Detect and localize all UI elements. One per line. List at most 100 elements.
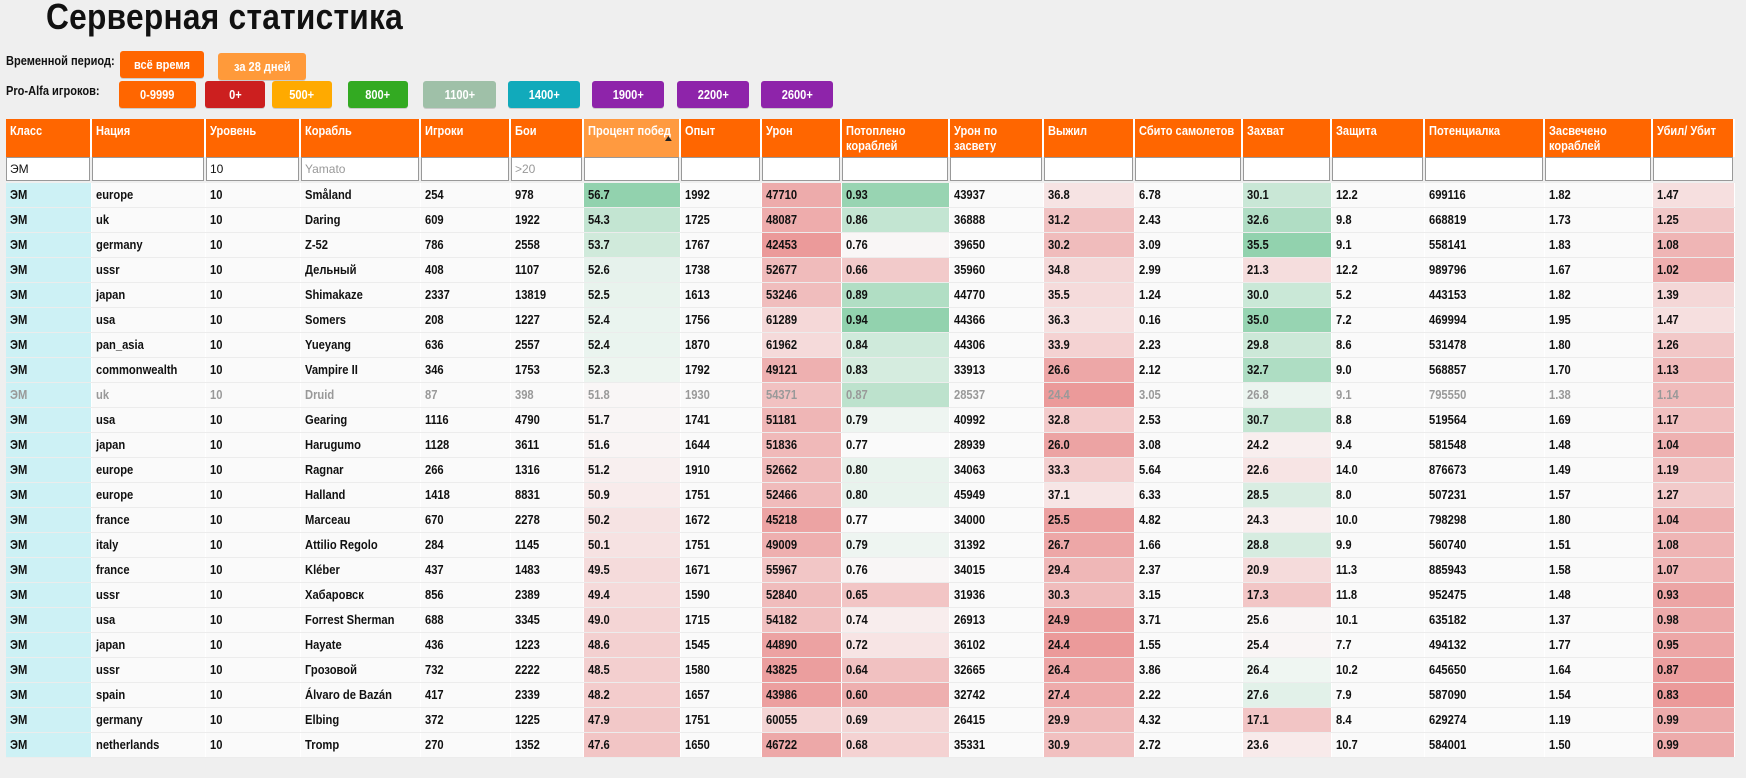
players-button[interactable]: 0+ [205,81,265,108]
column-filter-input[interactable] [1653,157,1733,181]
period-button-label: всё время [133,57,191,72]
table-row[interactable]: ЭМ europe 10 Småland 254 978 56.7 1992 47710 0.93… [6,182,1735,208]
column-header-label: Потоплено кораблей [846,123,906,153]
column-filter-input[interactable] [1545,157,1651,181]
table-cell: 0.64 [841,657,950,683]
column-header[interactable]: Корабль [300,119,421,157]
table-row[interactable]: ЭМ netherlands 10 Tromp 270 1352 47.6 1650 46722… [6,732,1735,758]
cell-value: 1910 [684,462,710,477]
column-header[interactable]: Уровень [205,119,301,157]
column-header[interactable]: Игроки [420,119,511,157]
column-header-label: Убил/ Убит [1657,123,1717,138]
table-row[interactable]: ЭМ germany 10 Z-52 786 2558 53.7 1767 42453 0.76 3… [6,232,1735,258]
cell-value: 0.77 [845,512,868,527]
table-row[interactable]: ЭМ japan 10 Harugumo 1128 3611 51.6 1644 51836 0.… [6,432,1735,458]
cell-value: 33.9 [1047,337,1070,352]
column-filter-input[interactable] [1425,157,1543,181]
table-cell: 408 [420,257,511,283]
column-header[interactable]: Потоплено кораблей [841,119,950,157]
table-row[interactable]: ЭМ italy 10 Attilio Regolo 284 1145 50.1 1751 49… [6,532,1735,558]
column-header[interactable]: Бои [510,119,584,157]
column-header[interactable]: Урон [761,119,842,157]
column-header[interactable]: Опыт [680,119,762,157]
table-row[interactable]: ЭМ europe 10 Ragnar 266 1316 51.2 1910 52662 0.80… [6,457,1735,483]
table-row[interactable]: ЭМ uk 10 Druid 87 398 51.8 1930 54371 0.87 28537 24… [6,382,1735,408]
players-button[interactable]: 1900+ [592,81,664,108]
column-header[interactable]: Убил/ Убит [1652,119,1735,157]
table-row[interactable]: ЭМ germany 10 Elbing 372 1225 47.9 1751 60055 0.6… [6,707,1735,733]
table-cell: 1.58 [1544,557,1653,583]
players-button[interactable]: 0-9999 [119,81,196,108]
table-row[interactable]: ЭМ ussr 10 Дельный 408 1107 52.6 1738 52677 0.66 3… [6,257,1735,283]
cell-value: 1792 [684,362,710,377]
table-cell: 876673 [1424,457,1545,483]
column-header[interactable]: Урон по засвету [949,119,1044,157]
players-button[interactable]: 500+ [272,81,332,108]
column-filter-input[interactable] [206,157,299,181]
table-cell: 45949 [949,482,1044,508]
table-cell: 33.9 [1043,332,1135,358]
players-button[interactable]: 800+ [348,81,408,108]
column-header[interactable]: Выжил [1043,119,1135,157]
table-row[interactable]: ЭМ ussr 10 Хабаровск 856 2389 49.4 1590 52840 0.6… [6,582,1735,608]
table-cell: 50.2 [583,507,681,533]
table-row[interactable]: ЭМ usa 10 Somers 208 1227 52.4 1756 61289 0.94 443… [6,307,1735,333]
column-filter-input[interactable] [950,157,1042,181]
table-row[interactable]: ЭМ uk 10 Daring 609 1922 54.3 1725 48087 0.86 3688… [6,207,1735,233]
column-header[interactable]: Потенциалка [1424,119,1545,157]
players-button[interactable]: 1400+ [508,81,580,108]
column-filter-input[interactable] [842,157,948,181]
period-button[interactable]: всё время [120,51,204,78]
players-button[interactable]: 2200+ [677,81,749,108]
cell-value: 49.4 [587,587,610,602]
table-row[interactable]: ЭМ ussr 10 Грозовой 732 2222 48.5 1580 43825 0.64… [6,657,1735,683]
column-filter-input[interactable] [762,157,840,181]
table-row[interactable]: ЭМ france 10 Marceau 670 2278 50.2 1672 45218 0.7… [6,507,1735,533]
column-filter-input[interactable] [92,157,204,181]
table-cell: 8831 [510,482,584,508]
column-filter-input[interactable] [301,157,419,181]
column-header[interactable]: Класс [6,119,92,157]
column-filter-input[interactable] [1135,157,1241,181]
column-filter-input[interactable] [6,157,90,181]
table-row[interactable]: ЭМ spain 10 Álvaro de Bazán 417 2339 48.2 1657 4… [6,682,1735,708]
column-filter-input[interactable] [1044,157,1133,181]
table-cell: ЭМ [6,707,92,733]
table-cell: 22.6 [1242,457,1332,483]
table-cell: 9.8 [1331,207,1425,233]
table-cell: 31392 [949,532,1044,558]
table-cell: 43986 [761,682,842,708]
table-row[interactable]: ЭМ france 10 Kléber 437 1483 49.5 1671 55967 0.76… [6,557,1735,583]
cell-value: Daring [304,212,340,227]
table-row[interactable]: ЭМ japan 10 Shimakaze 2337 13819 52.5 1613 53246… [6,282,1735,308]
table-cell: 47.9 [583,707,681,733]
column-filter-input[interactable] [421,157,509,181]
table-cell: 30.2 [1043,232,1135,258]
column-header[interactable]: Защита [1331,119,1425,157]
column-header[interactable]: Процент побед [583,119,681,157]
column-header[interactable]: Захват [1242,119,1332,157]
column-filter-input[interactable] [584,157,679,181]
column-filter-input[interactable] [511,157,582,181]
period-button[interactable]: за 28 дней [218,53,306,80]
column-filter-input[interactable] [681,157,760,181]
column-header[interactable]: Засвечено кораблей [1544,119,1653,157]
players-button[interactable]: 2600+ [761,81,833,108]
table-row[interactable]: ЭМ pan_asia 10 Yueyang 636 2557 52.4 1870 61962 0… [6,332,1735,358]
column-header-label: Нация [96,123,131,138]
column-filter-input[interactable] [1332,157,1423,181]
players-button[interactable]: 1100+ [423,81,496,108]
cell-value: 885943 [1428,562,1466,577]
table-row[interactable]: ЭМ commonwealth 10 Vampire II 346 1753 52.3 179… [6,357,1735,383]
column-header[interactable]: Нация [91,119,206,157]
column-header[interactable]: Сбито самолетов [1134,119,1243,157]
table-row[interactable]: ЭМ europe 10 Halland 1418 8831 50.9 1751 52466 0.… [6,482,1735,508]
table-row[interactable]: ЭМ japan 10 Hayate 436 1223 48.6 1545 44890 0.72 3… [6,632,1735,658]
table-row[interactable]: ЭМ usa 10 Forrest Sherman 688 3345 49.0 1715 541… [6,607,1735,633]
cell-value: 10 [209,512,222,527]
cell-value: 636 [424,337,444,352]
column-filter-cell [205,157,301,183]
column-filter-input[interactable] [1243,157,1330,181]
table-row[interactable]: ЭМ usa 10 Gearing 1116 4790 51.7 1741 51181 0.79 4… [6,407,1735,433]
cell-value: 688 [424,612,444,627]
